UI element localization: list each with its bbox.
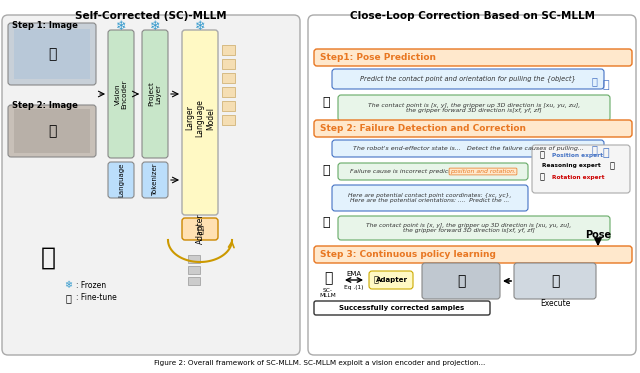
Bar <box>222 87 235 97</box>
Text: 🤖: 🤖 <box>323 216 330 229</box>
Text: Project
Layer: Project Layer <box>148 82 161 106</box>
Bar <box>222 59 235 69</box>
Bar <box>222 45 235 55</box>
FancyBboxPatch shape <box>332 185 528 211</box>
Text: 🔧: 🔧 <box>540 172 545 182</box>
Text: 📣: 📣 <box>591 144 597 154</box>
Text: Language: Language <box>118 163 124 197</box>
FancyBboxPatch shape <box>314 246 632 263</box>
FancyBboxPatch shape <box>332 69 604 89</box>
Bar <box>14 29 90 79</box>
Text: Step 2: Failure Detection and Correction: Step 2: Failure Detection and Correction <box>320 124 526 133</box>
FancyBboxPatch shape <box>8 105 96 157</box>
Text: Execute: Execute <box>540 298 570 307</box>
Text: position and rotation.: position and rotation. <box>450 169 516 174</box>
FancyBboxPatch shape <box>338 163 528 180</box>
Text: 🔥: 🔥 <box>197 224 203 234</box>
Text: Here are potential contact point coordinates: {xc, yc},
Here are the potential o: Here are potential contact point coordin… <box>348 192 512 203</box>
Text: 🦾: 🦾 <box>48 124 56 138</box>
Text: 🧸: 🧸 <box>48 47 56 61</box>
Text: Reasoning expert: Reasoning expert <box>542 163 601 169</box>
Text: Step 1: Image: Step 1: Image <box>12 21 78 30</box>
FancyBboxPatch shape <box>332 140 604 157</box>
Text: 🌀: 🌀 <box>609 162 614 170</box>
Text: Larger
Language
Model: Larger Language Model <box>185 99 215 137</box>
Text: The robot's end-effector state is...   Detect the failure causes of pulling...: The robot's end-effector state is... Det… <box>353 146 584 151</box>
Text: ❄: ❄ <box>64 280 72 290</box>
FancyBboxPatch shape <box>314 120 632 137</box>
Text: : Frozen: : Frozen <box>76 280 106 289</box>
Text: The contact point is [x, y], the gripper up 3D direction is [xu, yu, zu],
the gr: The contact point is [x, y], the gripper… <box>366 223 572 233</box>
Text: Step1: Pose Prediction: Step1: Pose Prediction <box>320 53 436 62</box>
Bar <box>188 266 200 274</box>
Text: Close-Loop Correction Based on SC-MLLM: Close-Loop Correction Based on SC-MLLM <box>349 11 595 21</box>
Bar <box>222 101 235 111</box>
Bar <box>222 73 235 83</box>
FancyBboxPatch shape <box>532 145 630 193</box>
FancyBboxPatch shape <box>142 30 168 158</box>
FancyBboxPatch shape <box>108 30 134 158</box>
Text: Adapter: Adapter <box>195 214 205 244</box>
Text: EMA: EMA <box>346 271 362 277</box>
Text: Pose: Pose <box>585 230 611 240</box>
Text: ❄: ❄ <box>150 21 160 34</box>
Text: 🤖: 🤖 <box>323 97 330 110</box>
Text: Self-Corrected (SC)-MLLM: Self-Corrected (SC)-MLLM <box>75 11 227 21</box>
Text: 👤: 👤 <box>603 80 609 90</box>
Text: 🤖: 🤖 <box>324 271 332 285</box>
Text: Eq .(1): Eq .(1) <box>344 285 364 289</box>
Bar <box>14 109 90 153</box>
Text: 🦾: 🦾 <box>551 274 559 288</box>
Text: 🧸: 🧸 <box>457 274 465 288</box>
Text: Failure cause is incorrect prediction of: Failure cause is incorrect prediction of <box>350 169 470 174</box>
Text: Figure 2: Overall framework of SC-MLLM. SC-MLLM exploit a vision encoder and pro: Figure 2: Overall framework of SC-MLLM. … <box>154 360 486 366</box>
Text: The contact point is [x, y], the gripper up 3D direction is [xu, yu, zu],
the gr: The contact point is [x, y], the gripper… <box>368 103 580 113</box>
Text: SC-
MLLM: SC- MLLM <box>319 288 337 298</box>
Text: 👤: 👤 <box>603 148 609 158</box>
FancyBboxPatch shape <box>182 218 218 240</box>
FancyBboxPatch shape <box>108 162 134 198</box>
FancyBboxPatch shape <box>314 301 490 315</box>
FancyBboxPatch shape <box>314 49 632 66</box>
FancyBboxPatch shape <box>338 216 610 240</box>
Text: 🎯: 🎯 <box>540 150 545 160</box>
Bar <box>188 255 200 263</box>
FancyBboxPatch shape <box>308 15 636 355</box>
FancyBboxPatch shape <box>2 15 300 355</box>
Text: Rotation expert: Rotation expert <box>552 175 605 179</box>
Text: Predict the contact point and orientation for pulling the {object}: Predict the contact point and orientatio… <box>360 76 576 82</box>
Text: Vision
Encoder: Vision Encoder <box>115 79 127 109</box>
FancyBboxPatch shape <box>182 30 218 215</box>
Text: 🤖: 🤖 <box>323 163 330 176</box>
Text: Adapter: Adapter <box>376 277 408 283</box>
FancyBboxPatch shape <box>8 23 96 85</box>
Text: ❄: ❄ <box>116 21 126 34</box>
Text: 🔥: 🔥 <box>65 293 71 303</box>
FancyBboxPatch shape <box>338 95 610 121</box>
Text: ❄: ❄ <box>195 21 205 34</box>
Text: : Fine-tune: : Fine-tune <box>76 294 116 303</box>
Text: Position expert: Position expert <box>552 153 603 157</box>
FancyBboxPatch shape <box>142 162 168 198</box>
Text: Step 2: Image: Step 2: Image <box>12 101 78 110</box>
FancyBboxPatch shape <box>369 271 413 289</box>
Text: Tokenizer: Tokenizer <box>152 164 158 196</box>
Bar <box>222 115 235 125</box>
FancyBboxPatch shape <box>514 263 596 299</box>
Text: 🔥: 🔥 <box>374 276 379 285</box>
Text: 🤖: 🤖 <box>40 246 56 270</box>
Text: 📣: 📣 <box>591 76 597 86</box>
Bar <box>188 277 200 285</box>
FancyBboxPatch shape <box>422 263 500 299</box>
Text: Successfully corrected samples: Successfully corrected samples <box>339 305 465 311</box>
Text: Step 3: Continuous policy learning: Step 3: Continuous policy learning <box>320 250 496 259</box>
